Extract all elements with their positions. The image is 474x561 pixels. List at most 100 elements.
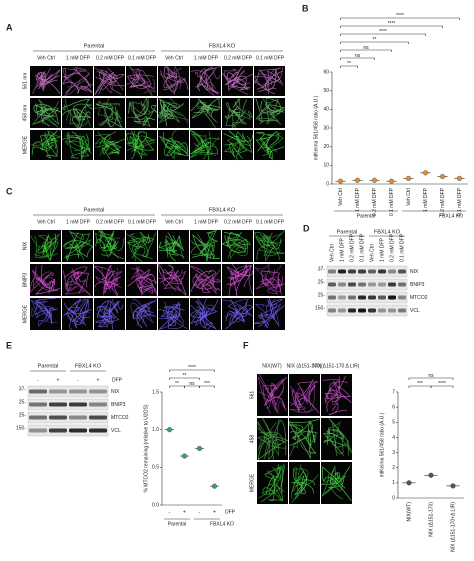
band-label: MTCO2 — [111, 415, 129, 421]
band — [398, 295, 406, 300]
cell-signal — [43, 134, 59, 157]
band — [49, 389, 67, 394]
band — [358, 295, 366, 300]
cell-signal — [221, 72, 251, 85]
x-tick-label: 0.2 mM DFP — [372, 187, 378, 216]
cell-signal — [31, 130, 53, 156]
cell-signal — [194, 71, 215, 97]
band — [348, 282, 356, 287]
column-label: 0.1 mM DFP — [256, 219, 285, 225]
x-tick-label: Veh Ctrl — [338, 188, 344, 206]
x-tick-label: 0.2 mM DFP — [440, 187, 446, 216]
band — [69, 389, 87, 394]
cell-signal — [233, 99, 248, 124]
group-header: FBXL4 KO — [209, 43, 236, 49]
column-label: Veh Ctrl — [165, 219, 183, 225]
band — [338, 295, 346, 300]
y-tick-label: 2 — [392, 465, 395, 471]
mw-marker: 37- — [318, 266, 326, 272]
dot — [422, 170, 429, 176]
band — [368, 308, 376, 313]
dot — [181, 453, 188, 459]
cell-signal — [103, 276, 121, 296]
cell-signal — [127, 98, 151, 126]
micrograph — [254, 298, 285, 330]
cell-signal — [223, 133, 245, 153]
band — [368, 282, 376, 287]
x-tick-label: 0.1 mM DFP — [457, 187, 463, 216]
cell-signal — [64, 231, 90, 252]
column-label: 0.2 mM DFP — [96, 55, 125, 61]
sig-bracket — [169, 377, 200, 380]
cell-signal — [204, 72, 216, 92]
cell-signal — [291, 470, 315, 494]
micrograph — [94, 264, 125, 296]
sig-bracket — [199, 385, 215, 388]
lane-label: Veh Ctrl — [329, 244, 335, 262]
band — [338, 282, 346, 287]
x-tick-label: - — [199, 509, 201, 515]
band — [388, 308, 396, 313]
cell-signal — [325, 423, 344, 454]
cell-signal — [98, 104, 122, 122]
mw-marker: 150- — [16, 425, 26, 431]
group-label: Parental — [168, 521, 187, 527]
y-tick-label: 1.5 — [152, 389, 159, 395]
cell-signal — [200, 65, 221, 94]
band — [358, 269, 366, 274]
cell-signal — [254, 236, 275, 263]
cell-signal — [166, 264, 187, 296]
cell-signal — [97, 72, 122, 95]
cell-signal — [326, 427, 349, 448]
group-label: FBXL4 KO — [210, 521, 234, 527]
column-label: 1 mM DFP — [66, 219, 91, 225]
sig-bracket — [340, 57, 375, 60]
cell-signal — [98, 69, 125, 94]
cell-signal — [193, 133, 216, 155]
x-tick-label: NIX(WT) — [406, 502, 412, 522]
cell-signal — [136, 309, 156, 326]
y-tick-label: 30 — [323, 125, 329, 131]
panel-label: C — [6, 186, 13, 196]
blot-strip — [27, 385, 109, 398]
cell-signal — [105, 271, 123, 297]
column-label: 0.2 mM DFP — [224, 55, 253, 61]
cell-signal — [158, 263, 182, 291]
x-tick-label: Veh Ctrl — [406, 188, 412, 206]
y-tick-label: 0 — [392, 495, 395, 501]
cell-signal — [65, 68, 92, 88]
y-tick-label: 6 — [392, 404, 395, 410]
band — [49, 428, 67, 433]
dot — [439, 173, 446, 180]
band — [328, 295, 336, 300]
cell-signal — [158, 303, 181, 320]
y-tick-label: 50 — [323, 88, 329, 94]
mw-marker: 150- — [315, 305, 325, 311]
cell-signal — [94, 67, 113, 94]
cell-signal — [98, 103, 123, 123]
column-label: NIX(WT) — [262, 363, 282, 369]
cell-signal — [198, 308, 217, 330]
cell-signal — [66, 299, 87, 325]
cell-signal — [289, 382, 315, 413]
dot — [211, 483, 218, 489]
x-tick-label: + — [183, 509, 186, 515]
cell-signal — [268, 297, 284, 327]
mw-marker: 25- — [318, 279, 326, 285]
cell-signal — [195, 269, 222, 286]
cell-signal — [160, 99, 174, 127]
cell-signal — [265, 98, 281, 122]
cell-signal — [33, 104, 56, 127]
cell-signal — [258, 422, 279, 457]
cell-signal — [65, 274, 84, 295]
x-axis-label: DFP — [225, 509, 236, 515]
band — [348, 269, 356, 274]
cell-signal — [234, 275, 251, 287]
band — [328, 282, 336, 287]
cell-signal — [127, 233, 140, 261]
cell-signal — [256, 70, 281, 95]
sig-label: *** — [417, 381, 423, 387]
band — [348, 295, 356, 300]
cell-signal — [195, 77, 219, 95]
cell-signal — [291, 389, 320, 414]
